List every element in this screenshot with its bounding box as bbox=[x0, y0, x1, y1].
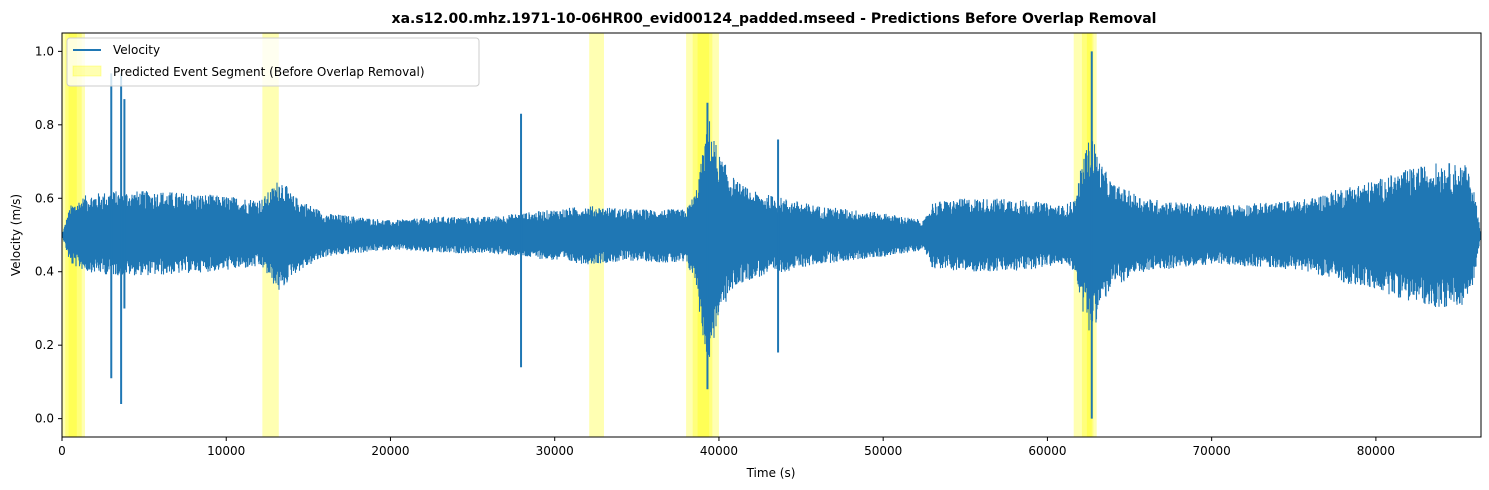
x-axis-ticks: 0 10000 20000 30000 40000 50000 60000 70000 8000… bbox=[58, 437, 1395, 458]
y-tick-label: 0.2 bbox=[35, 338, 54, 352]
legend-box bbox=[66, 37, 480, 87]
velocity-trace bbox=[62, 121, 1481, 357]
legend-velocity-label: Velocity bbox=[113, 43, 160, 57]
x-tick-label: 70000 bbox=[1193, 444, 1231, 458]
y-axis-label: Velocity (m/s) bbox=[9, 194, 23, 276]
chart-title: xa.s12.00.mhz.1971-10-06HR00_evid00124_p… bbox=[392, 11, 1157, 27]
x-tick-label: 10000 bbox=[207, 444, 245, 458]
x-axis-label: Time (s) bbox=[746, 466, 796, 480]
plot-frame bbox=[61, 32, 1482, 438]
x-tick-label: 20000 bbox=[371, 444, 409, 458]
y-tick-label: 1.0 bbox=[35, 44, 54, 58]
y-tick-label: 0.8 bbox=[35, 118, 54, 132]
legend-event-swatch bbox=[72, 65, 102, 77]
x-tick-label: 80000 bbox=[1357, 444, 1395, 458]
x-tick-label: 30000 bbox=[536, 444, 574, 458]
legend-event-label: Predicted Event Segment (Before Overlap … bbox=[113, 65, 425, 79]
legend: Velocity Predicted Event Segment (Before… bbox=[66, 37, 480, 87]
x-tick-label: 40000 bbox=[700, 444, 738, 458]
y-axis-ticks: 0.0 0.2 0.4 0.6 0.8 1.0 bbox=[35, 44, 62, 426]
x-tick-label: 60000 bbox=[1028, 444, 1066, 458]
x-tick-label: 50000 bbox=[864, 444, 902, 458]
y-tick-label: 0.4 bbox=[35, 265, 54, 279]
y-tick-label: 0.6 bbox=[35, 191, 54, 205]
x-tick-label: 0 bbox=[58, 444, 66, 458]
y-tick-label: 0.0 bbox=[35, 412, 54, 426]
velocity-waveform bbox=[62, 51, 1481, 419]
